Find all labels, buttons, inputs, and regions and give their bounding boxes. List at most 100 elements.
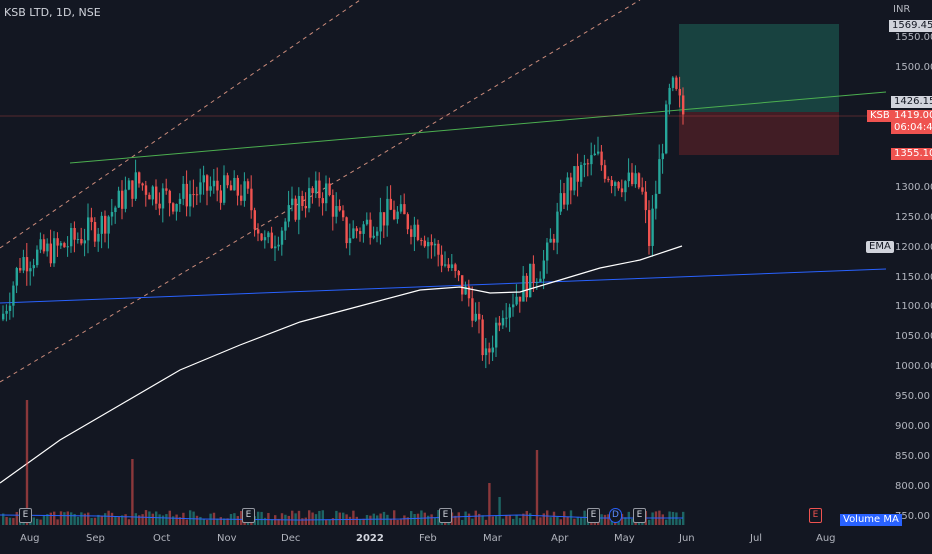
volume-bar (648, 519, 651, 525)
candle-up (15, 268, 18, 286)
volume-bar (399, 519, 403, 525)
price-tick-label: 1250.00 (895, 211, 932, 223)
candle-down (260, 233, 263, 241)
current-price-tag: 1419.00 (891, 110, 932, 122)
candle-up (100, 215, 103, 234)
earnings-marker-upcoming[interactable]: E (809, 508, 822, 523)
candle-up (634, 173, 637, 185)
candle-down (219, 190, 222, 203)
candle-down (172, 203, 175, 212)
earnings-marker[interactable]: E (633, 508, 646, 523)
candle-up (515, 296, 518, 305)
candle-down (138, 172, 141, 184)
volume-bar (97, 514, 100, 525)
earnings-marker[interactable]: E (587, 508, 600, 523)
volume-bar (287, 515, 290, 525)
candle-down (569, 177, 573, 191)
volume-bar (495, 515, 498, 525)
candle-up (376, 231, 379, 236)
volume-bar (178, 517, 182, 525)
stop-zone (679, 112, 839, 155)
candle-down (576, 166, 579, 182)
volume-bar (32, 517, 35, 525)
candle-up (325, 183, 328, 204)
volume-bar (515, 514, 518, 525)
volume-bar (410, 511, 413, 525)
volume-bar (423, 512, 426, 525)
candle-down (532, 263, 535, 283)
symbol-tag: KSB (867, 110, 893, 122)
volume-bar (36, 518, 39, 525)
volume-bar (236, 516, 239, 525)
dividend-marker[interactable]: D (609, 508, 622, 523)
volume-bar (70, 512, 73, 525)
candle-down (467, 286, 471, 299)
candle-up (665, 104, 668, 154)
volume-bar (172, 516, 175, 525)
candle-down (80, 239, 83, 244)
candle-up (87, 217, 90, 241)
time-tick-label: Feb (419, 533, 437, 544)
candle-down (369, 219, 372, 238)
volume-bar (216, 518, 219, 525)
volume-bar (665, 519, 668, 525)
volume-bar (433, 518, 437, 525)
candle-down (382, 212, 386, 226)
volume-ma-line (0, 514, 683, 521)
candle-up (36, 249, 39, 266)
candle-down (389, 198, 392, 210)
volume-bar (478, 513, 481, 525)
candle-up (114, 207, 117, 213)
volume-bar (522, 513, 525, 525)
volume-bar (134, 513, 137, 525)
candle-up (450, 264, 454, 269)
volume-bar (104, 513, 107, 525)
time-tick-label: Dec (281, 533, 301, 544)
candle-up (199, 182, 202, 195)
volume-bar (76, 516, 80, 525)
candle-up (53, 238, 56, 264)
volume-ma-tag[interactable]: Volume MA (840, 514, 902, 526)
volume-bar (73, 513, 76, 525)
candle-down (240, 195, 243, 201)
candle-down (121, 190, 124, 209)
volume-bar (110, 512, 114, 525)
candle-up (2, 313, 5, 320)
candle-down (620, 188, 624, 193)
volume-bar (342, 512, 345, 525)
candle-up (444, 264, 447, 266)
candle-down (678, 88, 681, 96)
volume-bar (416, 513, 420, 525)
candle-up (491, 347, 494, 353)
candle-up (66, 246, 69, 248)
volume-bar (158, 514, 161, 525)
earnings-marker[interactable]: E (19, 508, 32, 523)
volume-bar (223, 518, 226, 525)
candle-down (93, 221, 97, 242)
candle-down (617, 182, 620, 189)
volume-bar (192, 511, 195, 525)
candle-up (83, 240, 86, 244)
earnings-marker[interactable]: E (439, 508, 452, 523)
volume-bar (12, 518, 15, 525)
ema-legend-tag[interactable]: EMA (866, 241, 894, 253)
candle-up (263, 237, 267, 241)
candle-down (19, 268, 22, 271)
candle-up (97, 233, 100, 242)
candle-down (648, 210, 651, 246)
volume-bar (189, 510, 192, 525)
candle-down (42, 239, 46, 252)
volume-bar (199, 516, 202, 525)
volume-bar (369, 515, 372, 525)
volume-bar (155, 511, 158, 525)
candle-down (318, 180, 321, 199)
candle-up (501, 318, 505, 326)
volume-bar (427, 515, 430, 525)
volume-bar (93, 517, 97, 525)
earnings-marker[interactable]: E (242, 508, 255, 523)
volume-bar (535, 450, 539, 525)
price-tick-label: 1000.00 (895, 361, 932, 373)
candle-up (654, 193, 658, 209)
